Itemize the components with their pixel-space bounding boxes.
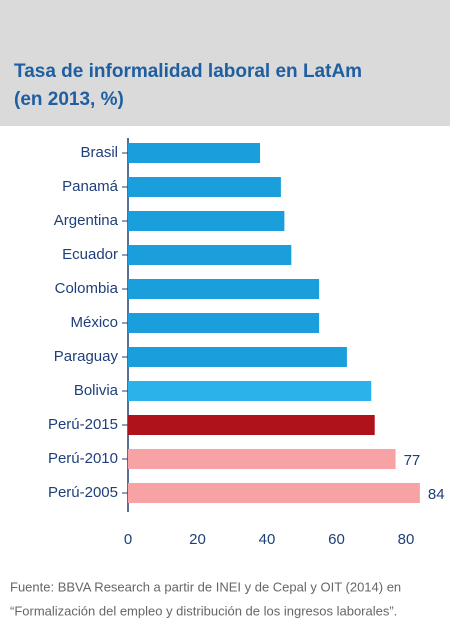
y-tick-label: Perú-2015	[48, 416, 118, 433]
bar	[128, 449, 396, 469]
x-tick-label: 40	[259, 531, 276, 548]
chart-title: Tasa de informalidad laboral en LatAm	[14, 61, 362, 82]
bar	[128, 177, 281, 197]
bar	[128, 313, 320, 333]
x-tick-label: 60	[328, 531, 345, 548]
y-tick-label: Panamá	[62, 178, 119, 195]
y-tick-label: Colombia	[55, 280, 119, 297]
y-tick-label: Bolivia	[74, 382, 119, 399]
y-tick-label: Brasil	[80, 144, 118, 161]
bar	[128, 381, 372, 401]
y-tick-label: Ecuador	[62, 246, 118, 263]
x-tick-label: 20	[189, 531, 206, 548]
y-tick-label: Perú-2010	[48, 450, 118, 467]
bar	[128, 483, 420, 503]
chart-subtitle: (en 2013, %)	[14, 89, 124, 110]
x-tick-label: 80	[398, 531, 415, 548]
source-note: Fuente: BBVA Research a partir de INEI y…	[10, 579, 401, 594]
bar	[128, 347, 347, 367]
y-tick-label: México	[70, 314, 118, 331]
y-tick-label: Argentina	[54, 212, 119, 229]
bar	[128, 211, 285, 231]
bar	[128, 245, 292, 265]
y-tick-label: Paraguay	[54, 348, 119, 365]
bar	[128, 279, 320, 299]
value-label: 84	[428, 486, 445, 503]
bar	[128, 415, 375, 435]
bar	[128, 143, 261, 163]
source-note: “Formalización del empleo y distribución…	[10, 603, 397, 618]
x-tick-label: 0	[124, 531, 132, 548]
value-label: 77	[404, 452, 421, 469]
header-band	[0, 0, 450, 126]
y-tick-label: Perú-2005	[48, 484, 118, 501]
